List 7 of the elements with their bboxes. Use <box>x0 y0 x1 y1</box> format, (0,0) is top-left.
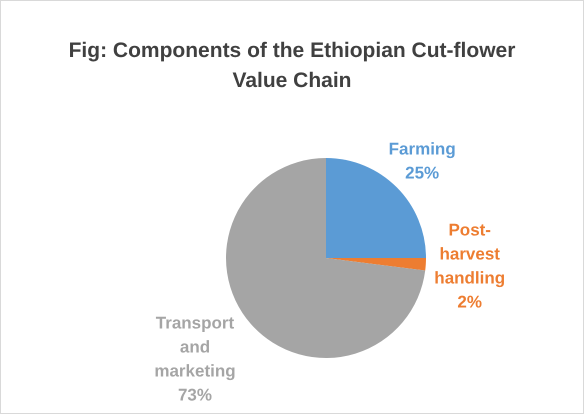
data-label: 73% <box>178 386 212 405</box>
data-label: 25% <box>405 164 440 183</box>
slice-label: Farming <box>388 140 456 159</box>
slice-label: Transport and marketing <box>154 314 236 381</box>
data-label: 2% <box>457 292 482 312</box>
slice-label: Post-harvest handling <box>434 220 506 288</box>
chart-title: Fig: Components of the Ethiopian Cut-flower Value Chain <box>68 38 516 94</box>
